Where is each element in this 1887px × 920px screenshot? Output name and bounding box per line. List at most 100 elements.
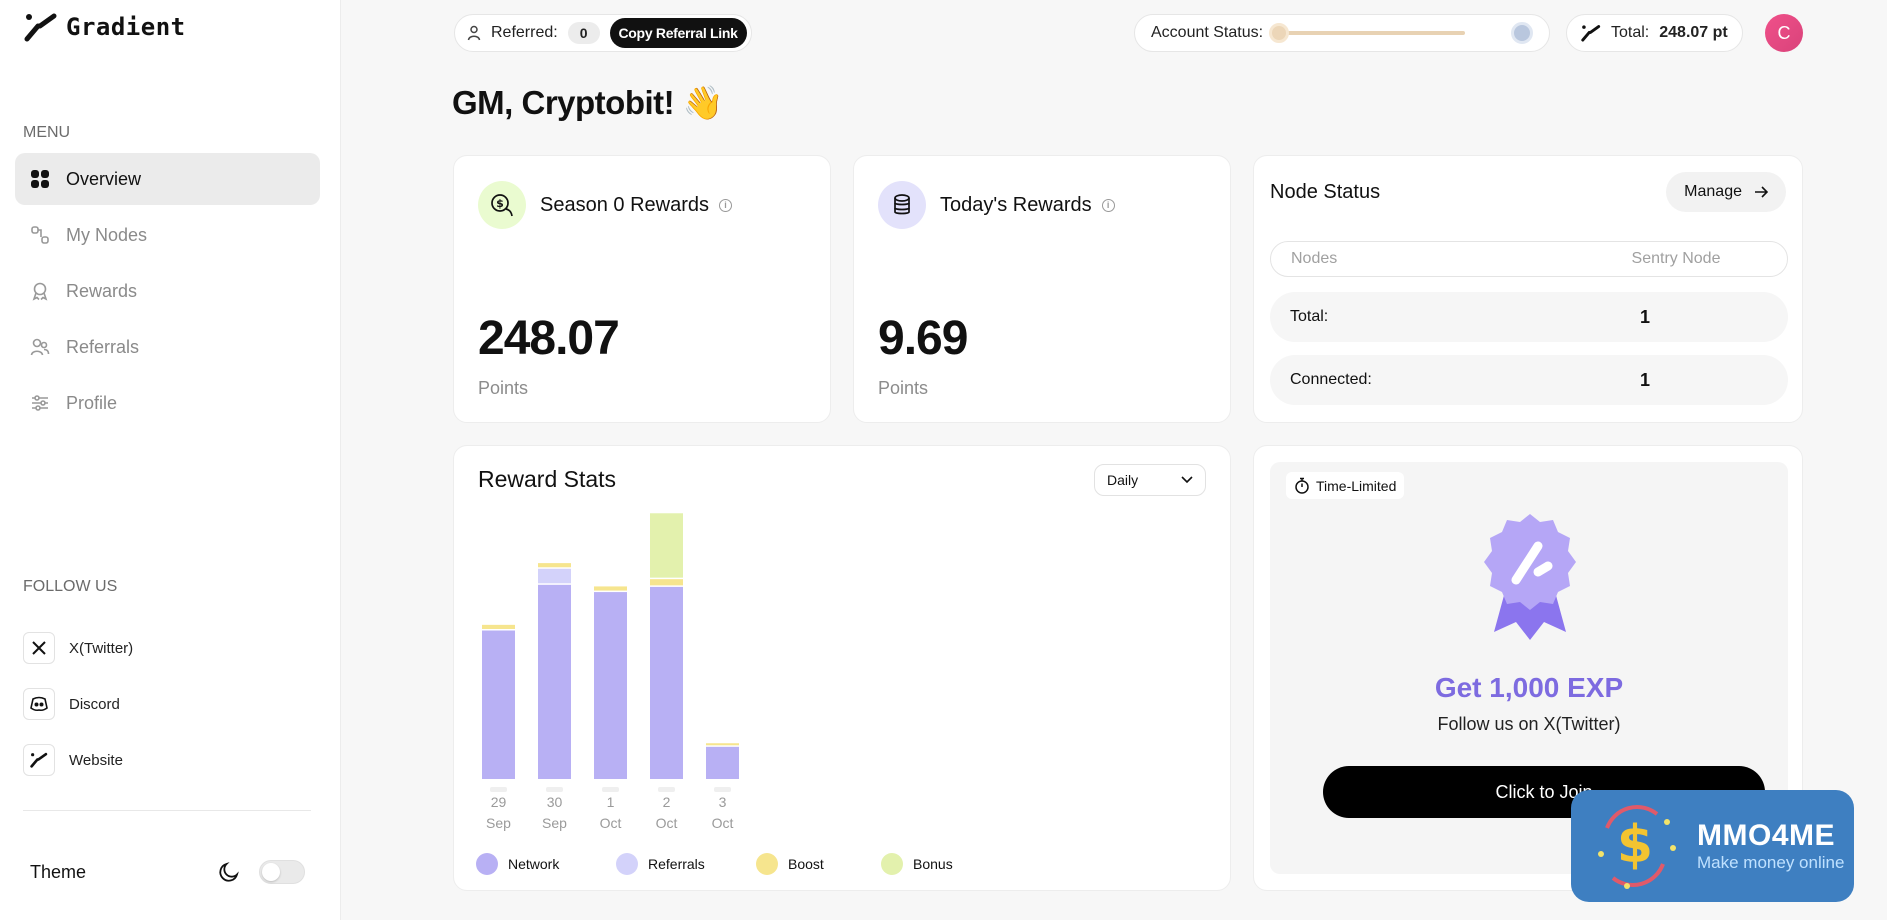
manage-label: Manage	[1684, 183, 1742, 200]
bar-bonus-3[interactable]	[650, 513, 683, 578]
legend-referrals[interactable]: Referrals	[616, 853, 756, 875]
account-status-pill: Account Status:	[1134, 14, 1550, 52]
node-table-header: Nodes Sentry Node	[1270, 241, 1788, 277]
x-tick-day: 2	[663, 794, 671, 810]
social-link-label: Website	[69, 751, 123, 769]
today-title: Today's Rewards	[940, 193, 1092, 216]
stopwatch-icon	[1295, 477, 1309, 494]
legend-network[interactable]: Network	[476, 853, 616, 875]
social-link-discord[interactable]: Discord	[23, 676, 313, 732]
chevron-down-icon	[1181, 476, 1193, 484]
gradient-logo-icon	[1581, 25, 1601, 42]
gradient-logo-icon	[23, 744, 55, 776]
award-badge-icon	[1484, 514, 1576, 640]
bar-boost-0[interactable]	[482, 624, 515, 629]
avatar[interactable]: C	[1765, 14, 1803, 52]
legend-label: Referrals	[648, 856, 705, 872]
sidebar: Gradient MENU Overview My Nodes Rewards	[0, 0, 341, 920]
social-link-label: Discord	[69, 695, 120, 713]
theme-toggle[interactable]	[259, 860, 305, 884]
sidebar-item-referrals[interactable]: Referrals	[15, 321, 320, 373]
x-tick-month: Sep	[542, 815, 567, 831]
sliders-icon	[30, 393, 50, 413]
reward-chart: 29 Sep 30 Sep 1 Oct 2 Oct 3 Oct	[482, 513, 739, 831]
status-goal-badge-icon	[1511, 22, 1533, 44]
page-title: GM, Cryptobit! 👋	[452, 84, 724, 121]
legend-swatch	[616, 853, 638, 875]
x-tick-day: 1	[607, 794, 615, 810]
promo-title: Get 1,000 EXP	[1434, 672, 1624, 703]
coin-hand-icon: $	[478, 181, 526, 229]
sidebar-item-label: Rewards	[66, 280, 138, 301]
season-rewards-card: $ Season 0 Rewards i 248.07 Points	[453, 155, 831, 423]
legend-swatch	[476, 853, 498, 875]
info-icon[interactable]: i	[718, 198, 732, 212]
tick-mark	[490, 787, 507, 792]
col-nodes-header: Nodes	[1291, 250, 1338, 267]
node-row-value: 1	[1639, 369, 1650, 390]
tick-mark	[546, 787, 563, 792]
bar-referrals-1[interactable]	[538, 568, 571, 584]
account-status-slider	[1269, 23, 1466, 43]
discord-icon	[23, 688, 55, 720]
brand-logo[interactable]: Gradient	[24, 12, 186, 42]
sidebar-item-rewards[interactable]: Rewards	[15, 265, 320, 317]
award-icon	[30, 281, 50, 301]
manage-button[interactable]: Manage	[1666, 172, 1786, 212]
bar-boost-4[interactable]	[706, 743, 739, 746]
follow-label: FOLLOW US	[23, 578, 118, 595]
account-status-label: Account Status:	[1151, 24, 1264, 41]
theme-label: Theme	[30, 861, 87, 882]
bar-network-2[interactable]	[594, 592, 627, 779]
legend-label: Boost	[788, 856, 824, 872]
season-unit: Points	[478, 378, 529, 398]
bar-network-0[interactable]	[482, 630, 515, 780]
sidebar-divider	[23, 810, 311, 811]
nodes-icon	[30, 225, 50, 245]
sidebar-item-profile[interactable]: Profile	[15, 377, 320, 429]
season-value: 248.07	[478, 312, 620, 365]
x-tick-month: Oct	[712, 815, 734, 831]
bar-network-4[interactable]	[706, 746, 739, 779]
node-row-label: Total:	[1290, 308, 1329, 325]
watermark-sub: Make money online	[1697, 853, 1845, 872]
bar-boost-1[interactable]	[538, 563, 571, 568]
referred-label: Referred:	[491, 24, 558, 41]
chart-legend: Network Referrals Boost Bonus	[476, 853, 1021, 875]
promo-subtitle: Follow us on X(Twitter)	[1437, 714, 1621, 734]
sidebar-item-overview[interactable]: Overview	[15, 153, 320, 205]
referred-count: 0	[567, 22, 600, 44]
today-rewards-card: Today's Rewards i 9.69 Points	[853, 155, 1231, 423]
svg-text:$: $	[1617, 815, 1653, 875]
season-title: Season 0 Rewards	[540, 193, 709, 216]
period-value: Daily	[1107, 472, 1139, 488]
watermark-badge: $ MMO4ME Make money online	[1571, 790, 1854, 902]
x-tick-month: Sep	[486, 815, 511, 831]
brand-name: Gradient	[66, 13, 186, 41]
copy-referral-button[interactable]: Copy Referral Link	[609, 18, 747, 48]
info-icon[interactable]: i	[1101, 198, 1115, 212]
bar-boost-3[interactable]	[650, 579, 683, 586]
sidebar-item-my-nodes[interactable]: My Nodes	[15, 209, 320, 261]
gradient-logo-icon	[24, 13, 57, 42]
col-type-header: Sentry Node	[1631, 250, 1721, 267]
moon-icon	[219, 862, 239, 882]
bar-network-3[interactable]	[650, 586, 683, 779]
watermark-main: MMO4ME	[1697, 819, 1835, 852]
total-points-pill: Total: 248.07 pt	[1566, 14, 1743, 52]
x-tick-month: Oct	[656, 815, 678, 831]
x-tick-day: 29	[491, 794, 507, 810]
tick-mark	[658, 787, 675, 792]
bar-boost-2[interactable]	[594, 586, 627, 591]
coin-stack-icon	[878, 181, 926, 229]
bar-network-1[interactable]	[538, 584, 571, 779]
reward-stats-card: Reward Stats Daily 29 Sep 30 Sep 1 Oct 2 Oct 3 Oc…	[453, 445, 1231, 891]
social-link-twitter[interactable]: X(Twitter)	[23, 620, 313, 676]
sidebar-item-label: Profile	[66, 392, 118, 413]
period-select[interactable]: Daily	[1094, 464, 1206, 496]
arrow-right-icon	[1755, 186, 1768, 198]
legend-bonus[interactable]: Bonus	[881, 853, 1021, 875]
social-links: X(Twitter) Discord Website	[23, 620, 313, 788]
legend-boost[interactable]: Boost	[756, 853, 881, 875]
social-link-website[interactable]: Website	[23, 732, 313, 788]
